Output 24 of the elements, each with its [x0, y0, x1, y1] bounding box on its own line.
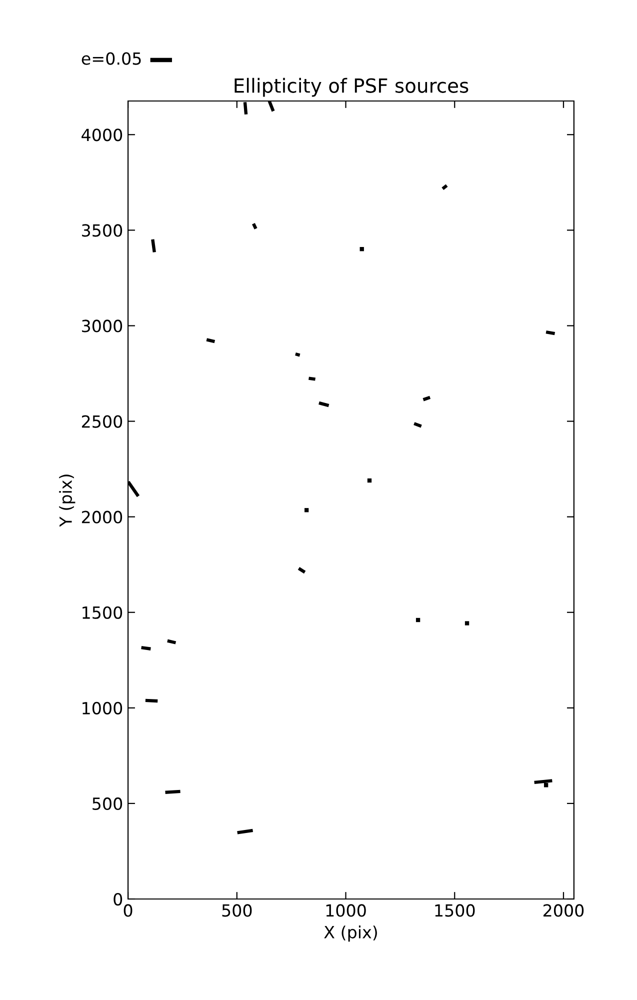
y-axis-title: Y (pix) — [59, 474, 76, 527]
y-tick-label: 1500 — [82, 606, 122, 619]
y-tick-label: 3500 — [82, 224, 122, 237]
x-tick-label: 500 — [222, 904, 252, 917]
y-tick-label: 500 — [92, 797, 122, 810]
point — [367, 478, 372, 483]
x-axis-title: X (pix) — [324, 926, 377, 942]
chart-title: Ellipticity of PSF sources — [234, 78, 468, 97]
y-tick-label: 2500 — [82, 415, 122, 428]
point — [304, 508, 309, 512]
y-tick-label: 3000 — [82, 320, 122, 332]
y-tick-label: 4000 — [82, 128, 122, 142]
x-tick-label: 0 — [124, 904, 132, 917]
text: e=0.05 — [82, 52, 141, 65]
y-tick-label: 1000 — [82, 702, 122, 714]
x-tick-label: 1000 — [326, 904, 366, 917]
x-tick-label: 2000 — [544, 904, 584, 917]
x-tick-label: 1500 — [435, 904, 475, 917]
point — [416, 618, 420, 622]
point — [464, 621, 470, 626]
y-tick-label: 2000 — [82, 510, 122, 524]
point — [360, 247, 364, 252]
point — [544, 783, 548, 788]
y-tick-label: 0 — [114, 892, 122, 906]
